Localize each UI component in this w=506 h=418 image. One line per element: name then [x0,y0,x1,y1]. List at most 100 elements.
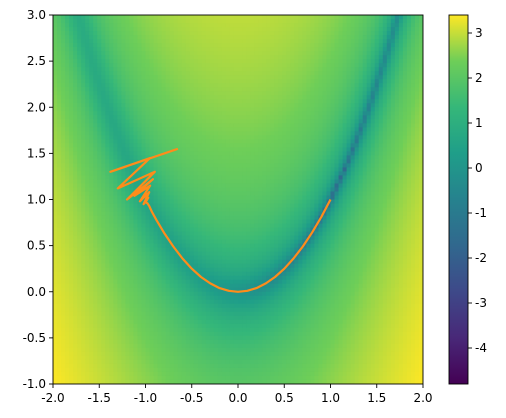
heatmap-cell [382,147,388,152]
heatmap-cell [418,15,423,20]
heatmap-cell [334,75,340,80]
heatmap-cell [246,51,251,56]
heatmap-cell [133,99,139,104]
heatmap-cell [169,207,175,213]
heatmap-cell [398,35,404,40]
heatmap-cell [298,155,303,160]
heatmap-cell [246,59,251,64]
heatmap-cell [65,111,70,116]
heatmap-cell [73,167,78,173]
heatmap-cell [262,211,267,217]
heatmap-cell [274,127,279,132]
heatmap-cell [390,123,396,128]
heatmap-cell [205,223,211,229]
heatmap-cell [346,63,352,68]
heatmap-cell [93,171,98,177]
heatmap-cell [370,31,376,36]
heatmap-cell [262,219,267,225]
heatmap-cell [173,187,179,193]
heatmap-cell [342,223,348,229]
heatmap-cell [229,103,235,108]
heatmap-cell [274,159,279,164]
heatmap-cell [418,147,423,152]
heatmap-cell [53,131,58,136]
heatmap-cell [113,123,118,128]
heatmap-cell [97,175,102,181]
heatmap-cell [262,227,267,233]
heatmap-cell [386,75,392,80]
heatmap-cell [197,179,203,185]
heatmap-cell [382,83,388,88]
heatmap-cell [89,147,94,152]
heatmap-cell [238,103,243,108]
heatmap-cell [145,227,151,233]
heatmap-cell [314,67,320,72]
heatmap-cell [189,131,195,136]
heatmap-cell [382,79,388,84]
heatmap-cell [133,123,139,128]
heatmap-cell [145,183,151,189]
heatmap-cell [346,67,352,72]
heatmap-cell [266,67,271,72]
heatmap-cell [137,15,143,20]
heatmap-cell [274,139,279,144]
heatmap-cell [250,227,255,233]
heatmap-cell [117,203,122,209]
heatmap-cell [165,39,171,44]
heatmap-cell [374,199,380,205]
heatmap-cell [197,207,203,213]
heatmap-cell [77,23,82,28]
heatmap-cell [69,139,74,144]
heatmap-cell [294,87,299,92]
heatmap-cell [109,183,114,189]
heatmap-cell [418,75,423,80]
heatmap-cell [85,95,90,100]
heatmap-cell [225,35,231,40]
heatmap-cell [209,87,215,92]
heatmap-cell [65,55,70,60]
heatmap-cell [326,159,332,164]
heatmap-cell [133,223,139,229]
heatmap-cell [225,79,231,84]
heatmap-cell [322,107,328,112]
heatmap-cell [338,179,344,185]
heatmap-cell [69,155,74,160]
heatmap-cell [149,75,155,80]
heatmap-cell [350,207,356,213]
heatmap-cell [342,63,348,68]
heatmap-cell [246,103,251,108]
heatmap-cell [105,127,110,132]
heatmap-cell [294,103,299,108]
heatmap-cell [97,203,102,209]
heatmap-cell [282,71,287,76]
heatmap-cell [298,151,303,156]
heatmap-cell [101,59,106,64]
heatmap-cell [97,211,102,217]
heatmap-cell [314,211,320,217]
heatmap-cell [93,119,98,124]
heatmap-cell [374,207,380,213]
heatmap-cell [410,103,416,108]
heatmap-cell [161,159,167,164]
heatmap-cell [217,43,223,48]
heatmap-cell [133,95,139,100]
heatmap-cell [394,207,400,213]
heatmap-cell [406,43,412,48]
heatmap-cell [129,35,135,40]
heatmap-cell [141,171,147,177]
heatmap-cell [189,219,195,225]
heatmap-cell [338,43,344,48]
heatmap-cell [197,59,203,64]
heatmap-cell [318,171,324,177]
heatmap-cell [294,39,299,44]
heatmap-cell [61,63,66,68]
heatmap-cell [358,199,364,205]
heatmap-cell [254,87,259,92]
heatmap-cell [302,199,307,205]
heatmap-cell [378,99,384,104]
heatmap-cell [65,175,70,181]
heatmap-cell [294,83,299,88]
heatmap-cell [354,115,360,120]
heatmap-cell [233,167,239,173]
heatmap-cell [129,155,135,160]
